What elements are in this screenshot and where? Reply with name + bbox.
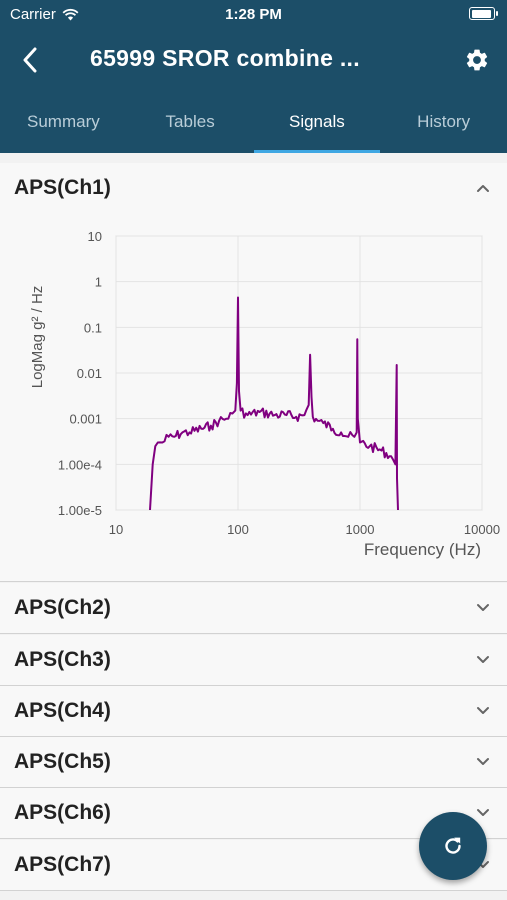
section-aps-ch4: APS(Ch4): [0, 686, 507, 737]
chevron-down-icon[interactable]: [475, 703, 491, 719]
wifi-icon: [62, 8, 79, 21]
nav-bar: 65999 SROR combine ...: [0, 30, 507, 90]
chart-x-tick-label: 10000: [464, 522, 500, 537]
chart-y-label: LogMag g² / Hz: [29, 286, 46, 389]
chart-y-tick-label: 0.1: [84, 320, 102, 335]
chart-y-tick-label: 0.001: [69, 412, 102, 427]
section-aps-ch6: APS(Ch6): [0, 788, 507, 839]
signals-list: APS(Ch1) 10 1 0.1 0.01 0.001 1.00e-4 1.00e-5 1…: [0, 153, 507, 900]
chevron-down-icon[interactable]: [475, 805, 491, 821]
refresh-button[interactable]: [419, 812, 487, 880]
chart-x-tick-label: 1000: [346, 522, 375, 537]
section-aps-ch1: APS(Ch1) 10 1 0.1 0.01 0.001 1.00e-4 1.00e-5 1…: [0, 163, 507, 582]
app-header: Carrier 1:28 PM 65999 SROR combine ...: [0, 0, 507, 153]
section-aps-ch5: APS(Ch5): [0, 737, 507, 788]
chart-y-tick-label: 0.01: [77, 366, 102, 381]
tab-summary[interactable]: Summary: [27, 112, 100, 131]
chart-x-tick-label: 10: [109, 522, 123, 537]
chart-y-ticks: 10 1 0.1 0.01 0.001 1.00e-4 1.00e-5: [58, 229, 102, 518]
tab-history[interactable]: History: [417, 112, 471, 131]
chart-x-label: Frequency (Hz): [364, 540, 481, 559]
chart-series-line: [149, 296, 399, 511]
section-header-aps-ch5[interactable]: APS(Ch5): [0, 737, 507, 787]
back-button[interactable]: [10, 40, 50, 80]
section-title: APS(Ch7): [14, 853, 111, 876]
chart-x-ticks: 10 100 1000 10000: [109, 522, 500, 537]
section-aps-ch2: APS(Ch2): [0, 583, 507, 634]
section-title: APS(Ch5): [14, 750, 111, 773]
chart-y-tick-label: 1.00e-4: [58, 457, 102, 472]
section-header-aps-ch4[interactable]: APS(Ch4): [0, 686, 507, 736]
chart-y-tick-label: 10: [88, 229, 102, 244]
status-bar: Carrier 1:28 PM: [0, 0, 507, 30]
section-title: APS(Ch2): [14, 596, 111, 619]
chart-y-tick-label: 1: [95, 275, 102, 290]
carrier-indicator: Carrier: [10, 6, 79, 23]
section-title: APS(Ch3): [14, 648, 111, 671]
chevron-down-icon[interactable]: [475, 652, 491, 668]
tab-signals[interactable]: Signals: [253, 100, 381, 153]
section-title: APS(Ch1): [14, 176, 111, 199]
settings-button[interactable]: [457, 40, 497, 80]
battery-icon: [469, 7, 498, 20]
tab-bar: Summary Tables Signals History: [0, 100, 507, 153]
chevron-up-icon[interactable]: [475, 180, 491, 196]
chart-y-tick-label: 1.00e-5: [58, 503, 102, 518]
refresh-icon: [445, 837, 461, 854]
chevron-down-icon[interactable]: [475, 600, 491, 616]
section-title: APS(Ch4): [14, 699, 111, 722]
carrier-label: Carrier: [10, 6, 56, 23]
section-title: APS(Ch6): [14, 801, 111, 824]
page-title: 65999 SROR combine ...: [90, 45, 360, 71]
status-time: 1:28 PM: [225, 6, 282, 23]
section-header-aps-ch1[interactable]: APS(Ch1): [0, 163, 507, 213]
section-header-aps-ch2[interactable]: APS(Ch2): [0, 583, 507, 633]
section-header-aps-ch3[interactable]: APS(Ch3): [0, 635, 507, 685]
section-header-aps-ch6[interactable]: APS(Ch6): [0, 788, 507, 838]
chevron-left-icon: [23, 47, 37, 73]
battery-level: [471, 9, 492, 18]
section-aps-ch3: APS(Ch3): [0, 635, 507, 686]
tab-tables[interactable]: Tables: [165, 112, 215, 131]
chevron-down-icon[interactable]: [475, 754, 491, 770]
chart-x-tick-label: 100: [227, 522, 249, 537]
gear-icon: [466, 49, 488, 71]
chart-gridlines: [115, 235, 483, 511]
